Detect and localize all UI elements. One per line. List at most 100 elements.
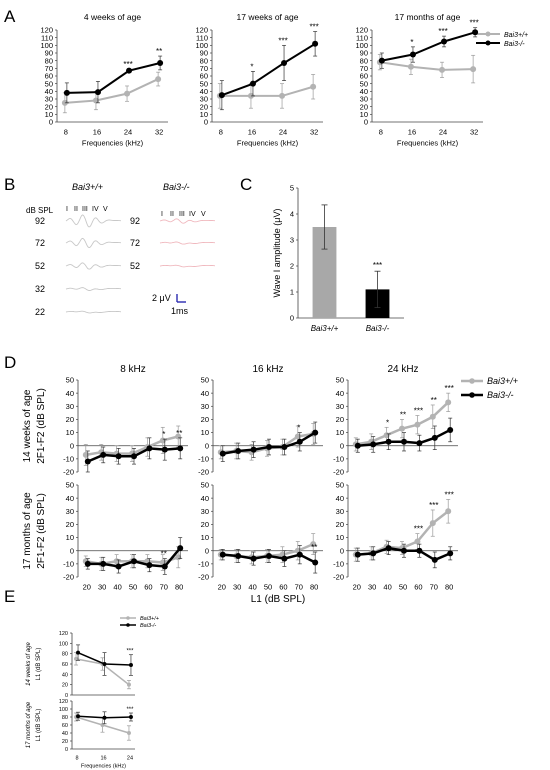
abr-trace: [159, 241, 215, 245]
data-point: [354, 442, 361, 449]
category-label: Bai3-/-: [366, 324, 390, 333]
data-point: [84, 458, 91, 465]
y-tick-label: 80: [62, 652, 68, 658]
x-tick-label: 24: [439, 128, 447, 137]
data-point: [82, 451, 89, 458]
x-tick-label: 60: [414, 583, 422, 592]
y-tick-label: 4: [290, 210, 294, 219]
y-tick-label: 10: [360, 110, 368, 119]
abr-wave-label: IV: [92, 206, 99, 213]
data-point: [131, 558, 137, 565]
y-tick-label: -20: [198, 573, 209, 582]
y-tick-label: -20: [333, 468, 344, 477]
data-point: [126, 67, 133, 74]
x-tick-label: 40: [113, 583, 121, 592]
abr-wave-label: V: [103, 206, 108, 213]
y-tick-label: 50: [201, 481, 209, 490]
data-point: [250, 446, 257, 453]
y-tick-label: 30: [336, 402, 344, 411]
data-point: [94, 89, 101, 96]
data-point: [416, 440, 423, 447]
y-tick-label: 2: [290, 262, 294, 271]
row-label: 14 weeks of age: [26, 641, 32, 685]
y-tick-label: 20: [336, 520, 344, 529]
abr-wave-label: I: [66, 206, 68, 213]
y-tick-label: 20: [336, 415, 344, 424]
y-tick-label: 60: [45, 72, 53, 81]
data-point: [401, 547, 407, 554]
data-point: [354, 551, 361, 558]
data-point: [281, 444, 288, 451]
data-point: [296, 438, 303, 445]
data-point: [128, 663, 133, 668]
legend-a: Bai3+/+ Bai3-/-: [476, 31, 528, 48]
y-tick-label: 30: [360, 95, 368, 104]
data-point: [161, 563, 168, 570]
abr-trace: [159, 218, 215, 224]
y-tick-label: 80: [360, 56, 368, 65]
x-tick-label: 32: [310, 128, 318, 137]
x-tick-label: 16: [93, 128, 101, 137]
abr-trace: [65, 237, 121, 248]
abr-traces-panel: Bai3+/+ Bai3-/- dB SPL 92 72 52 32 22 92 72 52…: [26, 182, 216, 317]
y-tick-label: 40: [62, 672, 68, 678]
significance-mark: **: [311, 543, 317, 552]
panel-letter-a: A: [4, 7, 16, 26]
y-tick-label: 40: [360, 87, 368, 96]
y-tick-label: 120: [195, 26, 208, 35]
x-tick-label: 8: [64, 128, 68, 137]
y-tick-label: 40: [201, 494, 209, 503]
y-tick-label: 40: [66, 389, 74, 398]
legend-e-ko: Bai3-/-: [140, 623, 156, 629]
significance-mark: ***: [373, 261, 382, 270]
data-point: [370, 441, 377, 448]
y-tick-label: 50: [336, 376, 344, 385]
data-point: [131, 453, 137, 460]
y-tick-label: 20: [45, 102, 53, 111]
y-tick-label: 100: [59, 641, 68, 647]
x-tick-label: 40: [383, 583, 391, 592]
y-tick-label: 110: [196, 33, 208, 42]
significance-mark: ***: [469, 19, 478, 28]
y-axis-label: 2F1-F2 (dB SPL): [36, 493, 47, 569]
y-tick-label: 30: [201, 402, 209, 411]
significance-mark: *: [386, 418, 389, 427]
abr-wave-label: II: [170, 211, 174, 218]
y-tick-label: 80: [45, 56, 53, 65]
significance-mark: ***: [414, 406, 423, 415]
data-point: [126, 731, 131, 735]
x-axis-label: Frequencies (kHz): [397, 139, 459, 148]
y-tick-label: -10: [63, 559, 74, 568]
legend-e-wt: Bai3+/+: [140, 616, 160, 622]
series-line: [64, 78, 159, 104]
y-tick-label: 20: [360, 102, 368, 111]
y-tick-label: 50: [66, 481, 74, 490]
scale-bar-time: 1ms: [171, 306, 189, 316]
row-label: 17 months of age: [26, 701, 32, 748]
abr-trace: [65, 287, 121, 291]
y-tick-label: 110: [41, 33, 53, 42]
y-tick-label: 80: [62, 715, 68, 721]
x-tick-label: 60: [144, 583, 152, 592]
series-line: [66, 61, 161, 94]
data-point: [312, 429, 319, 436]
y-tick-label: 0: [65, 693, 68, 699]
significance-mark: ***: [438, 27, 447, 36]
x-tick-label: 8: [379, 128, 383, 137]
y-tick-label: 90: [200, 49, 208, 58]
significance-mark: *: [250, 62, 253, 71]
y-tick-label: 100: [40, 41, 53, 50]
y-tick-label: 40: [336, 494, 344, 503]
data-point: [281, 59, 288, 66]
data-point: [218, 92, 225, 99]
legend-a-wt: Bai3+/+: [504, 32, 528, 39]
row-label: 17 months of age: [22, 492, 33, 570]
chart-c: 0 1 2 3 4 5 Bai3+/+ *** Bai3-/- Wave I amplitude …: [272, 184, 404, 333]
x-tick-label: 32: [155, 128, 163, 137]
y-tick-label: -20: [63, 468, 74, 477]
y-tick-label: 90: [45, 49, 53, 58]
y-tick-label: 1: [290, 288, 294, 297]
scale-bar-voltage: 2 μV: [152, 293, 171, 303]
